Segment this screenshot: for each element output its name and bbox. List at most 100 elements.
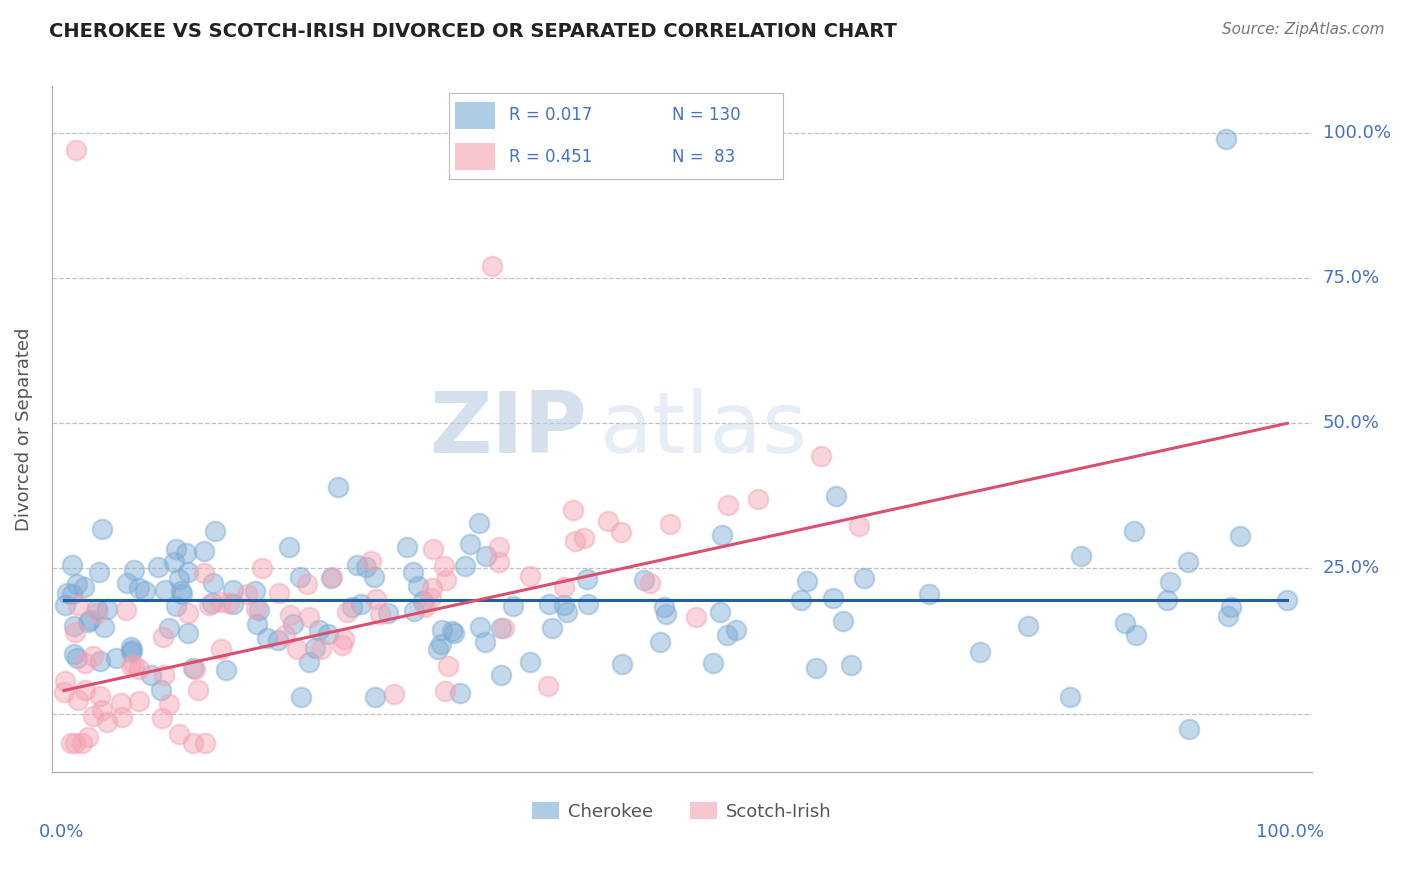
Point (321, 571, 343, 585)
Point (120, 659, 142, 673)
Point (1178, 722, 1201, 736)
Point (363, 570, 385, 584)
Point (804, 661, 827, 675)
Point (1216, 608, 1239, 623)
Legend: Cherokee, Scotch-Irish: Cherokee, Scotch-Irish (524, 795, 838, 828)
Point (489, 668, 512, 682)
Point (716, 628, 738, 642)
Point (75, 682, 97, 697)
Point (396, 540, 419, 554)
Point (201, 596, 224, 610)
Point (176, 625, 198, 640)
Point (283, 616, 305, 631)
Point (247, 603, 270, 617)
Point (124, 657, 146, 672)
Point (163, 555, 186, 569)
Point (1215, 131, 1237, 145)
Point (152, 668, 174, 682)
Point (105, 651, 128, 665)
Point (181, 736, 204, 750)
Point (1017, 619, 1039, 633)
Text: 25.0%: 25.0% (1323, 559, 1381, 577)
Point (277, 540, 299, 554)
Point (430, 623, 453, 637)
Point (267, 633, 290, 648)
Text: ZIP: ZIP (430, 388, 588, 471)
Point (488, 555, 510, 569)
Point (73, 657, 96, 671)
Point (149, 682, 172, 697)
Point (831, 614, 853, 628)
Point (564, 533, 586, 548)
Point (481, 260, 503, 274)
Point (433, 683, 456, 698)
Point (218, 596, 240, 610)
Point (243, 584, 266, 599)
Point (553, 580, 575, 594)
Point (122, 563, 145, 577)
Point (309, 642, 332, 657)
Point (354, 560, 377, 574)
Point (165, 541, 187, 556)
Point (250, 561, 273, 575)
Point (475, 549, 498, 563)
Point (969, 645, 991, 659)
Point (245, 617, 267, 632)
Point (157, 621, 180, 635)
Point (422, 542, 444, 557)
Point (73, 581, 96, 595)
Point (350, 597, 373, 611)
Point (221, 583, 243, 598)
Point (278, 607, 301, 622)
Point (66, 598, 89, 612)
Point (427, 642, 450, 657)
Point (285, 641, 308, 656)
Point (441, 624, 464, 639)
Point (460, 537, 482, 551)
Point (1275, 593, 1298, 607)
Point (654, 607, 676, 621)
Point (702, 656, 724, 670)
Point (56, 586, 79, 600)
Point (269, 586, 291, 600)
Point (346, 558, 368, 573)
Point (222, 597, 245, 611)
Point (825, 489, 848, 503)
Point (65, 143, 87, 157)
Point (918, 587, 941, 601)
Point (443, 626, 465, 640)
Point (55, 598, 77, 612)
Point (169, 572, 191, 586)
Point (413, 599, 436, 614)
Point (316, 627, 339, 641)
Point (1123, 524, 1146, 538)
Point (454, 558, 477, 573)
Point (360, 554, 382, 568)
Point (437, 659, 460, 673)
Point (146, 559, 169, 574)
Point (90, 703, 112, 717)
Point (236, 587, 259, 601)
Point (574, 531, 596, 545)
Point (562, 503, 585, 517)
Point (648, 635, 671, 649)
Point (59, 736, 82, 750)
Point (519, 655, 541, 669)
Point (120, 645, 142, 659)
Point (839, 658, 862, 673)
Point (553, 599, 575, 613)
Text: CHEROKEE VS SCOTCH-IRISH DIVORCED OR SEPARATED CORRELATION CHART: CHEROKEE VS SCOTCH-IRISH DIVORCED OR SEP… (49, 22, 897, 41)
Point (66, 693, 89, 707)
Point (174, 546, 197, 560)
Point (96, 714, 118, 729)
Point (575, 572, 598, 586)
Point (141, 668, 163, 682)
Point (449, 686, 471, 700)
Point (111, 709, 134, 723)
Point (91, 522, 114, 536)
Point (245, 602, 267, 616)
Point (790, 593, 813, 607)
Point (193, 544, 215, 558)
Point (810, 449, 832, 463)
Point (115, 603, 138, 617)
